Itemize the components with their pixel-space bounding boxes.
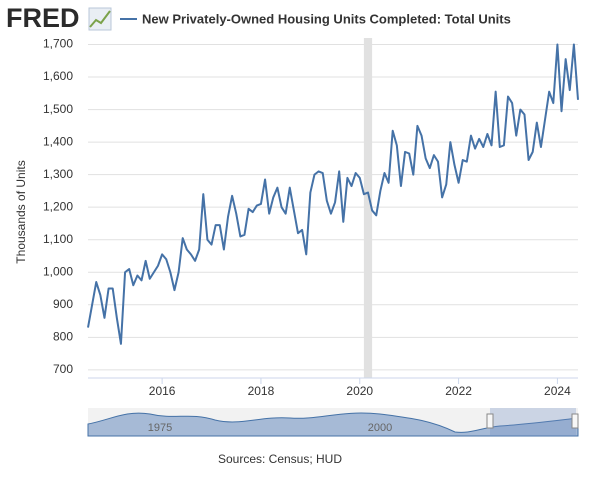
source: Sources: Census; HUD bbox=[218, 452, 342, 466]
y-tick-label: 1,000 bbox=[43, 264, 73, 278]
logo: FRED bbox=[6, 3, 80, 33]
x-tick-label: 2022 bbox=[445, 384, 472, 398]
data-line bbox=[87, 43, 579, 345]
logo-icon bbox=[88, 7, 112, 31]
y-tick-label: 1,700 bbox=[43, 37, 73, 51]
y-tick-label: 1,400 bbox=[43, 134, 73, 148]
navigator-label: 1975 bbox=[148, 422, 172, 434]
y-tick-label: 1,100 bbox=[43, 232, 73, 246]
y-tick-label: 700 bbox=[53, 362, 73, 376]
navigator-label: 2000 bbox=[368, 422, 392, 434]
legend-label: New Privately-Owned Housing Units Comple… bbox=[142, 11, 511, 26]
y-tick-label: 900 bbox=[53, 297, 73, 311]
y-tick-label: 800 bbox=[53, 330, 73, 344]
x-tick-label: 2020 bbox=[346, 384, 373, 398]
navigator bbox=[87, 408, 579, 437]
x-tick-label: 2024 bbox=[544, 384, 571, 398]
x-tick-label: 2018 bbox=[248, 384, 275, 398]
recession-band bbox=[363, 38, 373, 378]
y-axis-label: Thousands of Units bbox=[14, 160, 28, 263]
y-tick-label: 1,200 bbox=[43, 199, 73, 213]
y-tick-label: 1,600 bbox=[43, 69, 73, 83]
y-tick-label: 1,300 bbox=[43, 167, 73, 181]
x-tick-label: 2016 bbox=[149, 384, 176, 398]
y-tick-label: 1,500 bbox=[43, 102, 73, 116]
